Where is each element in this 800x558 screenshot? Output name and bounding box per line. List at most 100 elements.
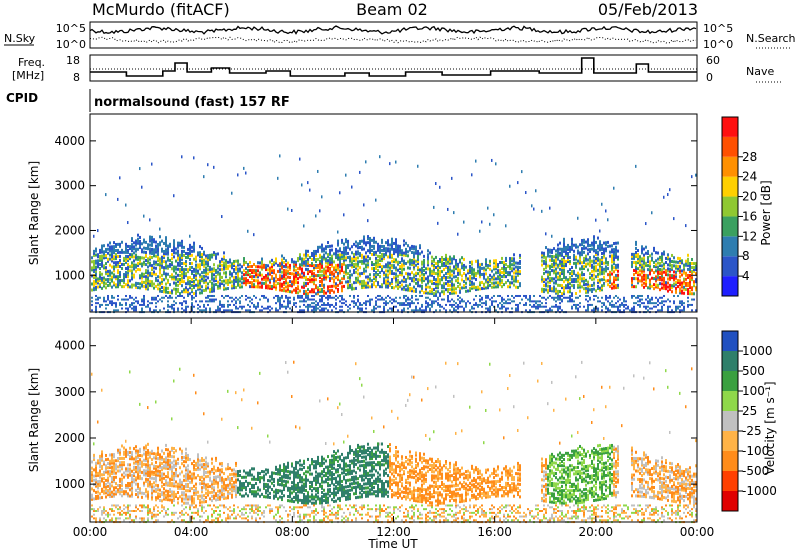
power-cell xyxy=(181,302,183,304)
power-cell xyxy=(183,246,185,249)
power-cell xyxy=(317,304,319,306)
power-cell xyxy=(171,267,173,270)
velocity-cell xyxy=(91,373,93,376)
power-cell xyxy=(417,278,419,281)
power-cell xyxy=(451,278,453,281)
power-cell xyxy=(415,288,417,291)
power-cell xyxy=(161,256,163,259)
power-cell xyxy=(393,272,395,275)
power-cell xyxy=(165,287,167,290)
power-cell xyxy=(475,260,477,263)
power-cell xyxy=(609,295,611,297)
power-cell xyxy=(221,264,223,267)
power-cell xyxy=(677,279,679,282)
power-cell xyxy=(93,280,95,283)
power-cell xyxy=(545,278,547,281)
power-cell xyxy=(385,302,387,304)
power-cell xyxy=(151,302,153,304)
power-cell xyxy=(301,276,303,279)
power-cell xyxy=(393,300,395,302)
power-cell xyxy=(551,255,553,258)
power-cell xyxy=(615,242,617,245)
power-cell xyxy=(187,295,189,297)
power-cell xyxy=(125,304,127,306)
power-cell xyxy=(119,255,121,258)
velocity-cell xyxy=(121,478,123,481)
power-cell xyxy=(631,309,633,311)
power-cell xyxy=(503,283,505,286)
power-cell xyxy=(171,257,173,260)
power-cell xyxy=(637,295,639,297)
power-cell xyxy=(569,246,571,249)
power-cell xyxy=(589,284,591,287)
power-cell xyxy=(155,241,157,244)
power-cell xyxy=(329,267,331,270)
power-cell xyxy=(665,261,667,264)
power-cell xyxy=(127,245,129,248)
power-cell xyxy=(407,254,409,257)
power-cell xyxy=(495,309,497,311)
power-cell xyxy=(381,299,383,301)
power-cell xyxy=(401,288,403,291)
power-cell xyxy=(411,259,413,262)
velocity-cell xyxy=(129,495,131,498)
power-cell xyxy=(231,272,233,275)
power-cell xyxy=(317,170,319,173)
power-cell xyxy=(123,257,125,260)
power-cell xyxy=(185,268,187,271)
power-cell xyxy=(457,295,459,297)
power-cell xyxy=(505,275,507,278)
power-cell xyxy=(331,289,333,292)
power-cell xyxy=(419,308,421,310)
power-cell xyxy=(393,286,395,289)
power-cell xyxy=(413,251,415,254)
power-cell xyxy=(95,266,97,269)
power-cell xyxy=(205,260,207,263)
power-cell xyxy=(609,297,611,299)
power-cell xyxy=(583,277,585,280)
power-cell xyxy=(585,247,587,250)
power-cell xyxy=(231,262,233,265)
power-cell xyxy=(573,250,575,253)
power-cell xyxy=(447,276,449,279)
power-cell xyxy=(155,309,157,311)
power-cell xyxy=(175,282,177,285)
power-cell xyxy=(353,302,355,304)
power-cell xyxy=(189,280,191,283)
power-cell xyxy=(135,248,137,251)
power-cell xyxy=(159,299,161,301)
power-cell xyxy=(367,259,369,262)
power-cell xyxy=(145,269,147,272)
power-cell xyxy=(529,309,531,311)
power-cell xyxy=(439,270,441,273)
power-cell xyxy=(271,263,273,266)
power-cell xyxy=(101,273,103,276)
power-cell xyxy=(97,277,99,280)
power-cell xyxy=(175,247,177,250)
velocity-cell xyxy=(119,461,121,464)
power-cell xyxy=(411,277,413,280)
power-cell xyxy=(571,266,573,269)
power-cell xyxy=(429,309,431,311)
power-cell xyxy=(329,304,331,306)
power-cell xyxy=(303,254,305,257)
power-cell xyxy=(511,267,513,270)
power-cell xyxy=(433,282,435,285)
power-cell xyxy=(407,244,409,247)
power-cell xyxy=(555,304,557,306)
power-cell xyxy=(481,273,483,276)
date-title: 05/Feb/2013 xyxy=(598,0,698,19)
power-cell xyxy=(177,274,179,277)
power-cell xyxy=(323,247,325,250)
power-cell xyxy=(325,265,327,268)
power-cell xyxy=(563,256,565,259)
power-cell xyxy=(359,304,361,306)
noise-panel: N.Sky 10^5 10^0 10^5 10^0 N.Search xyxy=(4,22,796,51)
power-cell xyxy=(437,299,439,301)
power-cell xyxy=(325,304,327,306)
power-cell xyxy=(223,261,225,264)
power-cell xyxy=(175,272,177,275)
power-cell xyxy=(467,269,469,272)
power-cell xyxy=(231,192,233,195)
power-cell xyxy=(573,284,575,287)
